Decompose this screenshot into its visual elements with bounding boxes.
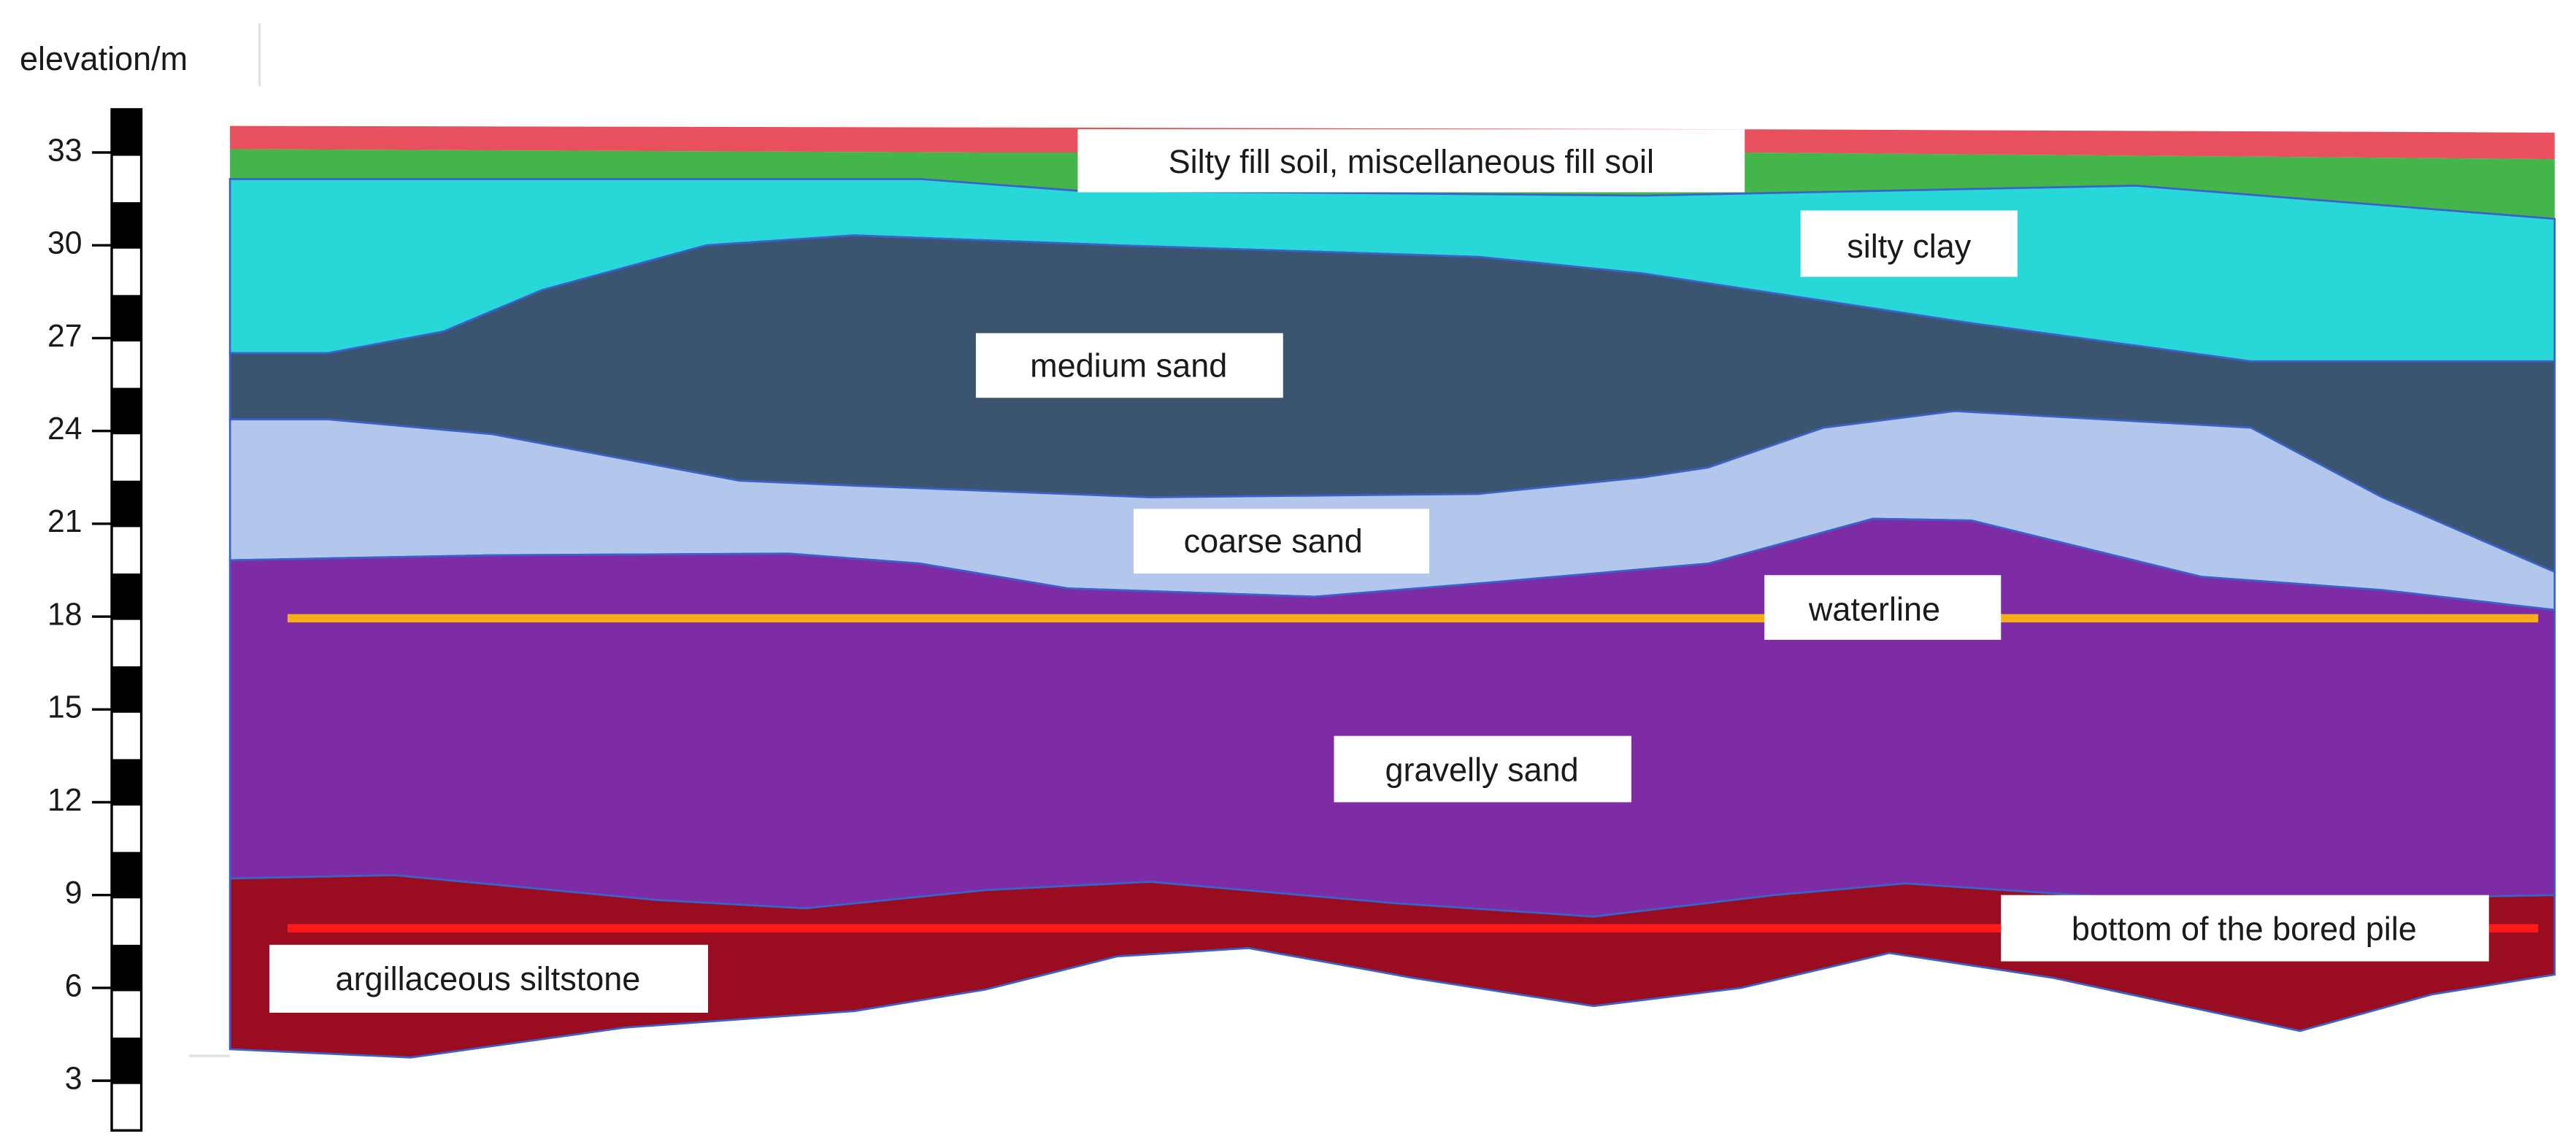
label-box [2001,895,2489,962]
tick-label: 21 [47,504,82,539]
layer-label: gravelly sand [1385,751,1578,788]
ruler-segment [112,759,142,806]
ruler-segment [112,944,142,992]
ruler-segment [112,295,142,341]
label-box [269,944,709,1013]
ruler-segment [112,202,142,249]
layer-label: waterline [1808,590,1940,627]
soil-layer [228,874,2556,1059]
layer-label: bottom of the bored pile [2072,911,2417,948]
label-box [1133,509,1430,574]
tick-label: 33 [47,133,82,168]
tick-label: 18 [47,597,82,632]
ticks: 3 6 9 12 15 18 21 24 27 30 33 [47,133,112,1097]
label-box [1077,129,1745,193]
layer-label: medium sand [1030,347,1227,384]
layer-label: argillaceous siltstone [336,960,641,997]
layer-label: silty clay [1847,228,1971,265]
tick-label: 6 [65,968,82,1003]
tick-label: 12 [47,783,82,818]
tick-label: 3 [65,1061,82,1096]
ruler [110,108,143,1132]
layer-label: coarse sand [1184,522,1363,560]
tick-label: 27 [47,319,82,354]
label-box [1764,575,2002,640]
ruler-segment [112,666,142,713]
tick-label: 30 [47,225,82,260]
ruler-segment [112,1038,142,1084]
tick-label: 9 [65,876,82,911]
tick-label: 24 [47,412,82,447]
label-box [1800,210,2018,277]
label-box [975,333,1283,398]
label-box [1334,735,1631,803]
ruler-segment [112,387,142,435]
ruler-segment [112,574,142,620]
ruler-segment [112,480,142,528]
layer-label: Silty fill soil, miscellaneous fill soil [1169,143,1654,180]
ruler-segment [112,851,142,899]
axis-label: elevation/m [20,40,188,77]
tick-label: 15 [47,690,82,725]
ruler-segment [112,109,142,156]
